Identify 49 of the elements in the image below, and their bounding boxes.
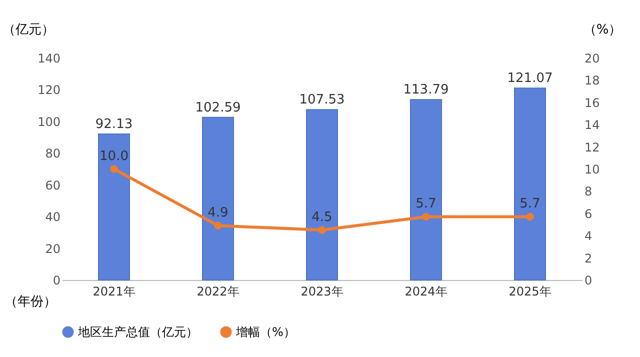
y-tick-label: 80 [45, 146, 60, 161]
legend-label: 增幅（%） [235, 325, 296, 339]
x-axis-title: （年份） [4, 294, 56, 310]
y-tick-label: 60 [45, 178, 60, 192]
y-tick-label: 140 [38, 52, 60, 66]
y2-tick-label: 12 [584, 140, 600, 154]
y-axis-title: （亿元） [2, 22, 54, 38]
y2-tick-label: 16 [584, 96, 600, 110]
data-label: 107.53 [299, 92, 345, 108]
y2-tick-label: 2 [584, 251, 592, 266]
y2-tick-label: 14 [584, 118, 600, 132]
data-label: 113.79 [403, 82, 449, 98]
point [422, 212, 430, 221]
y2-tick-label: 6 [584, 206, 592, 221]
x-tick-label: 2025年 [508, 284, 552, 298]
y2-tick-label: 4 [584, 229, 592, 244]
data-label: 102.59 [195, 100, 241, 116]
bar [410, 99, 442, 280]
point [110, 165, 118, 173]
data-label: 5.7 [416, 196, 436, 212]
bar [306, 109, 338, 280]
data-label: 121.07 [507, 71, 553, 86]
y2-axis-title: （%） [583, 22, 622, 38]
data-label: 92.13 [95, 116, 133, 132]
point [526, 212, 534, 221]
y-tick-label: 40 [45, 210, 60, 224]
x-tick-label: 2024年 [404, 284, 448, 298]
data-label: 4.5 [312, 210, 332, 226]
x-tick-label: 2023年 [300, 284, 344, 298]
data-label: 10.0 [100, 149, 128, 164]
y2-tick-label: 10 [584, 162, 600, 176]
point [214, 222, 222, 230]
y-tick-label: 120 [38, 83, 60, 98]
x-tick-label: 2022年 [196, 284, 240, 298]
point [318, 226, 326, 234]
y2-tick-label: 20 [584, 52, 600, 66]
y-tick-label: 100 [38, 114, 60, 129]
y2-tick-label: 18 [584, 74, 600, 88]
bar [514, 88, 546, 280]
bar [98, 134, 130, 280]
data-label: 4.9 [208, 206, 228, 221]
legend-label: 地区生产总值（亿元） [77, 325, 198, 339]
x-tick-label: 2021年 [92, 284, 136, 298]
data-label: 5.7 [520, 196, 540, 212]
y2-tick-label: 8 [584, 184, 592, 199]
bar [202, 116, 234, 280]
y2-tick-label: 0 [584, 274, 592, 288]
y-tick-label: 20 [45, 242, 60, 256]
y-tick-label: 0 [52, 274, 60, 288]
